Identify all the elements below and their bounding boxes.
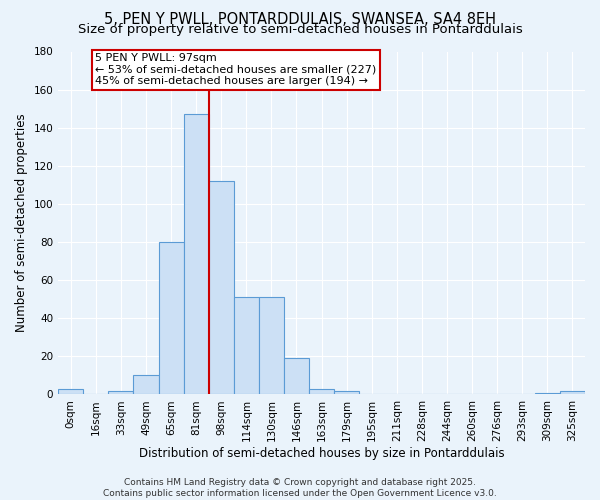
Bar bbox=[309, 388, 334, 394]
Text: 5, PEN Y PWLL, PONTARDDULAIS, SWANSEA, SA4 8EH: 5, PEN Y PWLL, PONTARDDULAIS, SWANSEA, S… bbox=[104, 12, 496, 28]
Text: Size of property relative to semi-detached houses in Pontarddulais: Size of property relative to semi-detach… bbox=[77, 22, 523, 36]
Bar bbox=[535, 392, 560, 394]
Bar bbox=[334, 390, 359, 394]
Y-axis label: Number of semi-detached properties: Number of semi-detached properties bbox=[15, 114, 28, 332]
X-axis label: Distribution of semi-detached houses by size in Pontarddulais: Distribution of semi-detached houses by … bbox=[139, 447, 505, 460]
Bar bbox=[158, 242, 184, 394]
Bar bbox=[259, 298, 284, 394]
Bar bbox=[284, 358, 309, 394]
Text: Contains HM Land Registry data © Crown copyright and database right 2025.
Contai: Contains HM Land Registry data © Crown c… bbox=[103, 478, 497, 498]
Bar bbox=[234, 298, 259, 394]
Bar bbox=[184, 114, 209, 394]
Bar bbox=[560, 390, 585, 394]
Bar bbox=[209, 181, 234, 394]
Bar bbox=[109, 390, 133, 394]
Text: 5 PEN Y PWLL: 97sqm
← 53% of semi-detached houses are smaller (227)
45% of semi-: 5 PEN Y PWLL: 97sqm ← 53% of semi-detach… bbox=[95, 53, 376, 86]
Bar bbox=[133, 376, 158, 394]
Bar bbox=[58, 388, 83, 394]
